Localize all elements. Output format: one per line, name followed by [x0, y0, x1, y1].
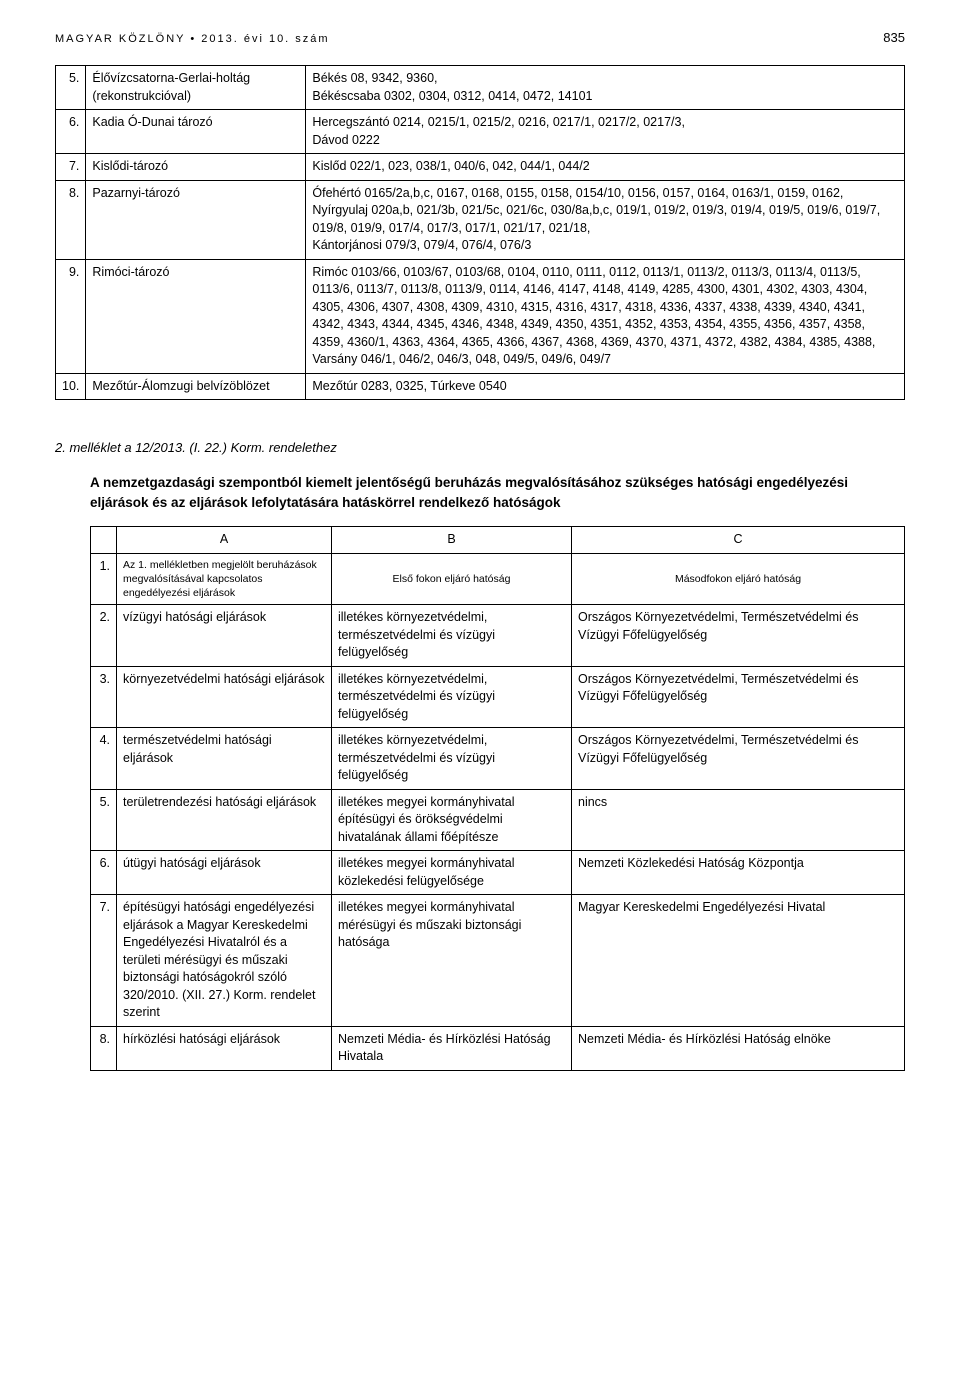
cell-name: Rimóci-tározó [86, 259, 306, 373]
cell-b: Első fokon eljáró hatóság [332, 553, 572, 605]
cell-a: útügyi hatósági eljárások [117, 851, 332, 895]
cell-desc: Békés 08, 9342, 9360,Békéscsaba 0302, 03… [306, 66, 905, 110]
cell-desc: Mezőtúr 0283, 0325, Túrkeve 0540 [306, 373, 905, 400]
cell-number: 7. [91, 895, 117, 1027]
cell-b: illetékes megyei kormányhivatal építésüg… [332, 789, 572, 851]
table-row: 2. vízügyi hatósági eljárások illetékes … [91, 605, 905, 667]
table-1-body: 5. Élővízcsatorna-Gerlai-holtág (rekonst… [56, 66, 905, 400]
table-row: 9. Rimóci-tározó Rimóc 0103/66, 0103/67,… [56, 259, 905, 373]
page-header: MAGYAR KÖZLÖNY • 2013. évi 10. szám 835 [55, 30, 905, 45]
table-row: 5. területrendezési hatósági eljárások i… [91, 789, 905, 851]
cell-desc: Kislőd 022/1, 023, 038/1, 040/6, 042, 04… [306, 154, 905, 181]
cell-name: Élővízcsatorna-Gerlai-holtág (rekonstruk… [86, 66, 306, 110]
page-container: MAGYAR KÖZLÖNY • 2013. évi 10. szám 835 … [0, 0, 960, 1111]
cell-a: Az 1. mellékletben megjelölt beruházások… [117, 553, 332, 605]
cell-c: nincs [572, 789, 905, 851]
cell-number: 2. [91, 605, 117, 667]
cell-desc: Rimóc 0103/66, 0103/67, 0103/68, 0104, 0… [306, 259, 905, 373]
cell-b: illetékes megyei kormányhivatal mérésügy… [332, 895, 572, 1027]
header-a: A [117, 527, 332, 554]
table-row: 4. természetvédelmi hatósági eljárások i… [91, 728, 905, 790]
table-row-header: A B C [91, 527, 905, 554]
table-row: 8. Pazarnyi-tározó Ófehértó 0165/2a,b,c,… [56, 180, 905, 259]
cell-c: Országos Környezetvédelmi, Természetvéde… [572, 605, 905, 667]
table-row: 7. építésügyi hatósági engedélyezési elj… [91, 895, 905, 1027]
table-row: 10. Mezőtúr-Álomzugi belvízöblözet Mezőt… [56, 373, 905, 400]
cell-a: környezetvédelmi hatósági eljárások [117, 666, 332, 728]
cell-name: Pazarnyi-tározó [86, 180, 306, 259]
cell-c: Nemzeti Média- és Hírközlési Hatóság eln… [572, 1026, 905, 1070]
cell-number: 7. [56, 154, 86, 181]
cell-b: illetékes környezetvédelmi, természetvéd… [332, 666, 572, 728]
header-b: B [332, 527, 572, 554]
cell-number: 10. [56, 373, 86, 400]
cell-number: 6. [56, 110, 86, 154]
table-1: 5. Élővízcsatorna-Gerlai-holtág (rekonst… [55, 65, 905, 400]
table-row: 8. hírközlési hatósági eljárások Nemzeti… [91, 1026, 905, 1070]
cell-number: 8. [56, 180, 86, 259]
cell-b: illetékes környezetvédelmi, természetvéd… [332, 728, 572, 790]
attachment-description: A nemzetgazdasági szempontból kiemelt je… [90, 473, 905, 512]
cell-name: Mezőtúr-Álomzugi belvízöblözet [86, 373, 306, 400]
header-left: MAGYAR KÖZLÖNY • 2013. évi 10. szám [55, 33, 330, 45]
page-number: 835 [883, 30, 905, 45]
cell-c: Országos Környezetvédelmi, Természetvéde… [572, 728, 905, 790]
cell-desc: Hercegszántó 0214, 0215/1, 0215/2, 0216,… [306, 110, 905, 154]
cell-number: 9. [56, 259, 86, 373]
cell-c: Nemzeti Közlekedési Hatóság Központja [572, 851, 905, 895]
cell-c: Magyar Kereskedelmi Engedélyezési Hivata… [572, 895, 905, 1027]
cell-name: Kadia Ó-Dunai tározó [86, 110, 306, 154]
cell-number: 3. [91, 666, 117, 728]
table-row: 7. Kislődi-tározó Kislőd 022/1, 023, 038… [56, 154, 905, 181]
table-2-body: A B C 1. Az 1. mellékletben megjelölt be… [91, 527, 905, 1071]
table-row: 6. Kadia Ó-Dunai tározó Hercegszántó 021… [56, 110, 905, 154]
table-row: 1. Az 1. mellékletben megjelölt beruházá… [91, 553, 905, 605]
cell-name: Kislődi-tározó [86, 154, 306, 181]
cell-number: 1. [91, 553, 117, 605]
cell-c: Másodfokon eljáró hatóság [572, 553, 905, 605]
cell-number: 4. [91, 728, 117, 790]
header-c: C [572, 527, 905, 554]
cell-a: természetvédelmi hatósági eljárások [117, 728, 332, 790]
cell-b: Nemzeti Média- és Hírközlési Hatóság Hiv… [332, 1026, 572, 1070]
section-title: 2. melléklet a 12/2013. (I. 22.) Korm. r… [55, 440, 905, 455]
cell-number: 6. [91, 851, 117, 895]
header-blank [91, 527, 117, 554]
table-2: A B C 1. Az 1. mellékletben megjelölt be… [90, 526, 905, 1071]
cell-b: illetékes környezetvédelmi, természetvéd… [332, 605, 572, 667]
cell-a: építésügyi hatósági engedélyezési eljárá… [117, 895, 332, 1027]
table-row: 3. környezetvédelmi hatósági eljárások i… [91, 666, 905, 728]
cell-b: illetékes megyei kormányhivatal közleked… [332, 851, 572, 895]
cell-number: 5. [56, 66, 86, 110]
cell-desc: Ófehértó 0165/2a,b,c, 0167, 0168, 0155, … [306, 180, 905, 259]
cell-a: hírközlési hatósági eljárások [117, 1026, 332, 1070]
cell-a: vízügyi hatósági eljárások [117, 605, 332, 667]
cell-a: területrendezési hatósági eljárások [117, 789, 332, 851]
table-row: 6. útügyi hatósági eljárások illetékes m… [91, 851, 905, 895]
cell-number: 8. [91, 1026, 117, 1070]
table-row: 5. Élővízcsatorna-Gerlai-holtág (rekonst… [56, 66, 905, 110]
cell-c: Országos Környezetvédelmi, Természetvéde… [572, 666, 905, 728]
cell-number: 5. [91, 789, 117, 851]
